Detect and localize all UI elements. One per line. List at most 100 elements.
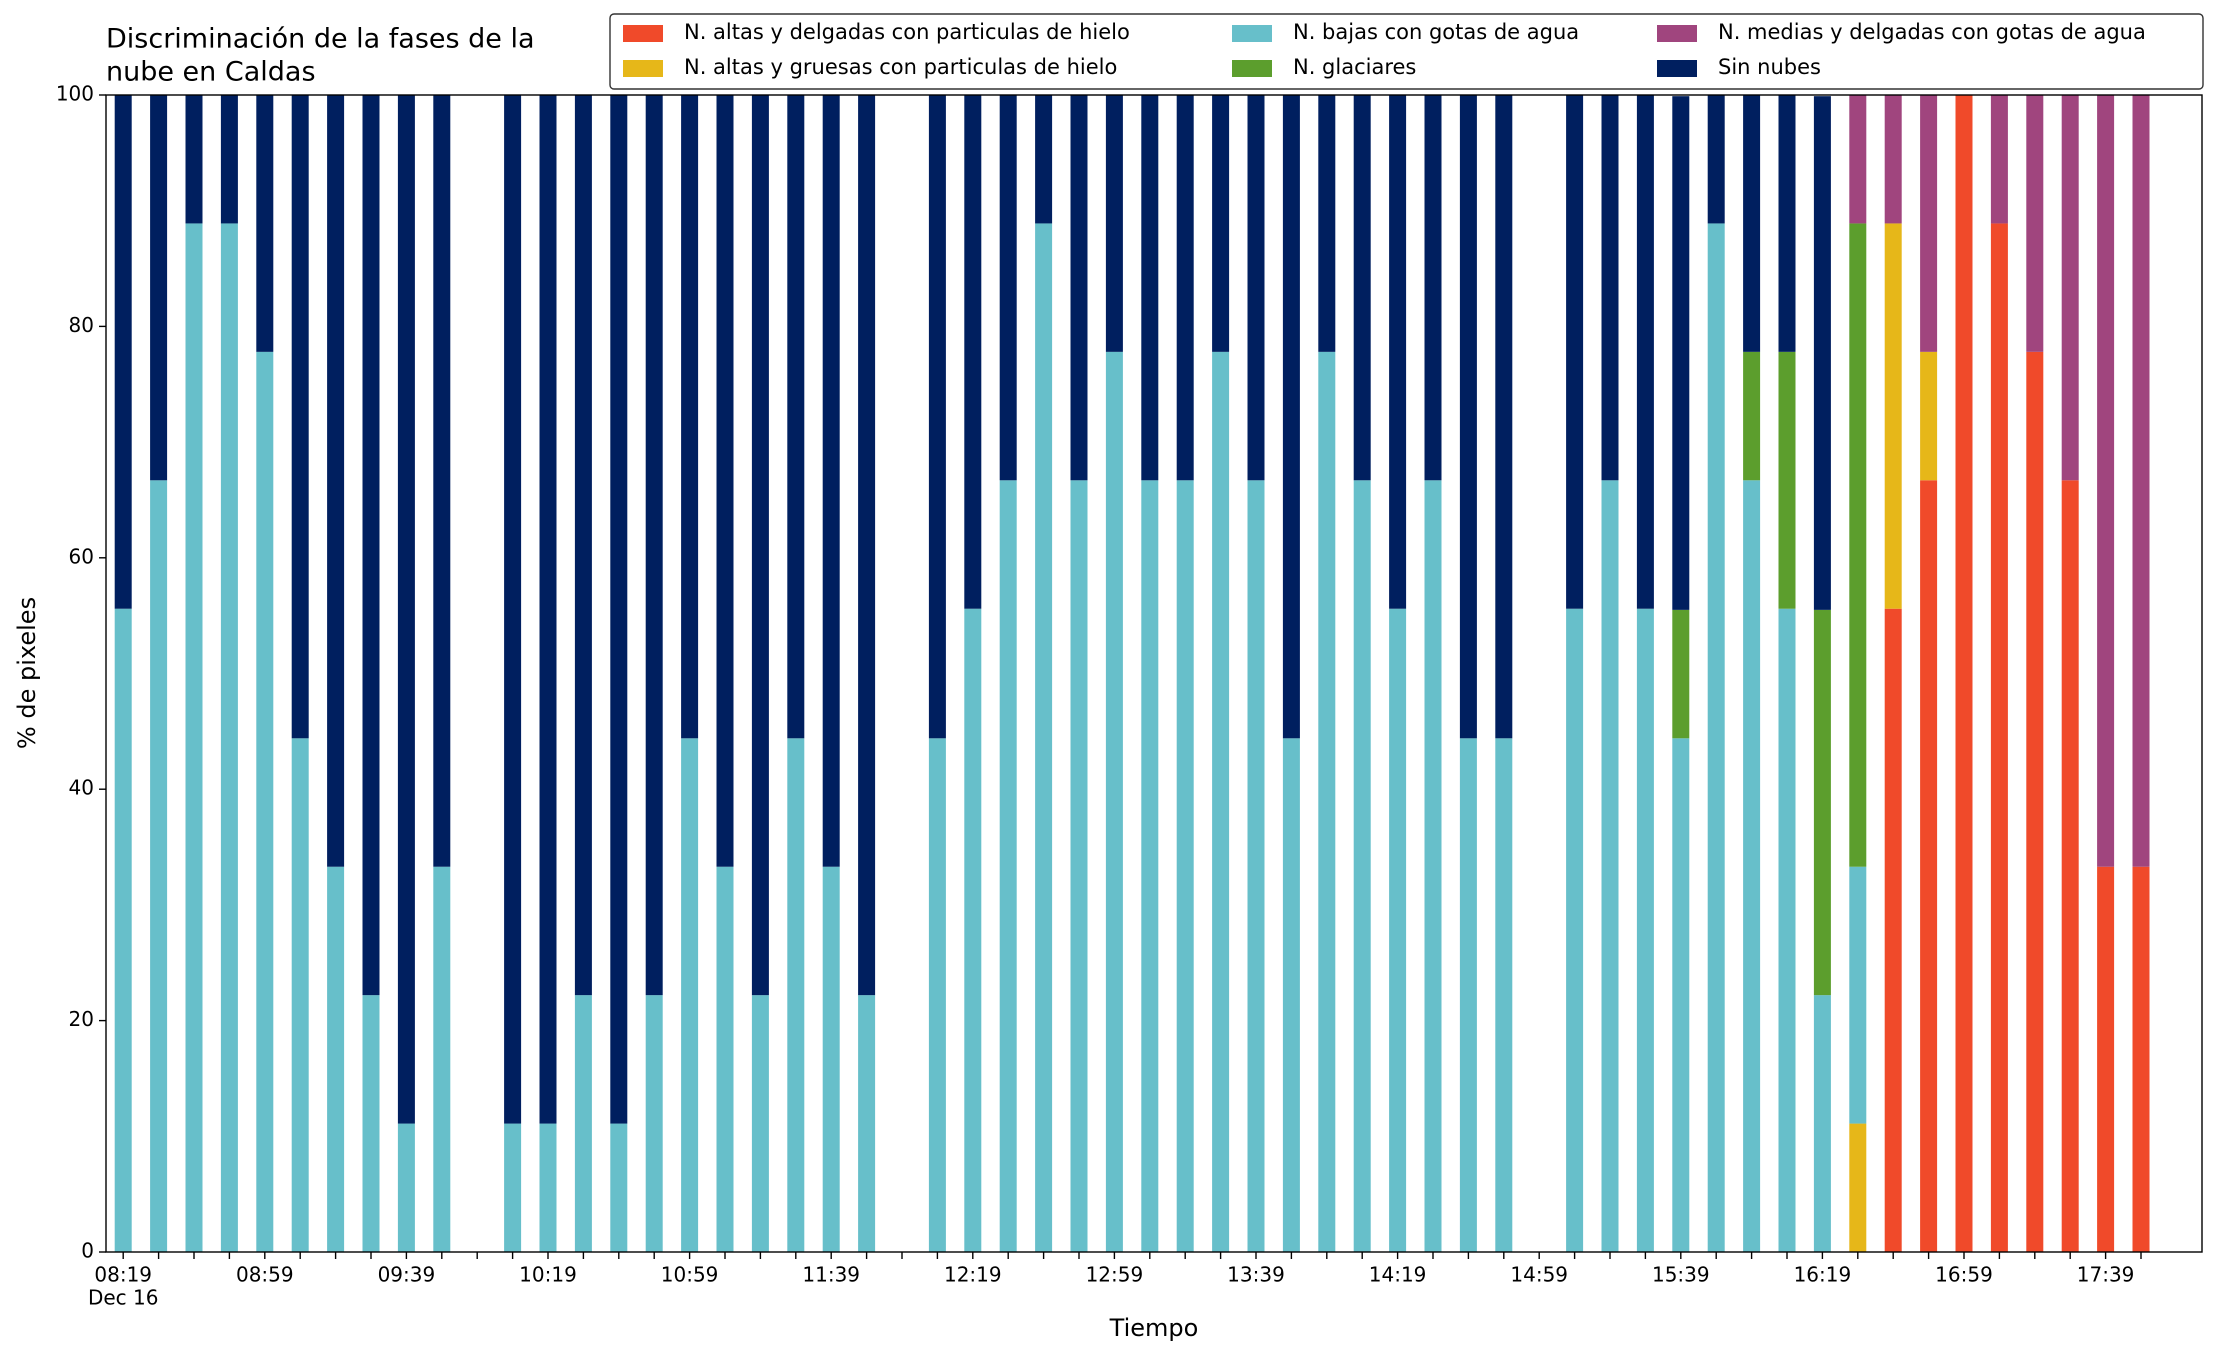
bar-segment (1212, 95, 1230, 352)
bar-segment (1070, 480, 1088, 1252)
bar-segment (2026, 351, 2044, 1252)
y-tick-label: 20 (69, 1007, 94, 1031)
bar-segment (1424, 480, 1442, 1252)
bar-segment (1672, 738, 1690, 1252)
bar-segment (1141, 95, 1159, 481)
legend-label: N. glaciares (1293, 55, 1416, 79)
bar-segment (574, 995, 592, 1252)
bar-segment (291, 738, 309, 1252)
bar-segment (1813, 96, 1831, 610)
bar-segment (1353, 95, 1371, 481)
bar-segment (327, 95, 345, 867)
bar-segment (751, 95, 769, 996)
bar-segment (1212, 351, 1230, 1252)
plot-frame (105, 94, 2203, 1253)
bar-segment (964, 95, 982, 609)
bar-segment (1141, 480, 1159, 1252)
chart-title: nube en Caldas (106, 57, 316, 88)
bar-segment (397, 95, 415, 1124)
y-tick-label: 0 (81, 1239, 94, 1263)
bar-segment (999, 480, 1017, 1252)
bar-segment (1778, 608, 1796, 1252)
x-axis-label: Tiempo (1109, 1314, 1199, 1342)
bar-segment (539, 1123, 557, 1252)
bar-segment (1707, 95, 1725, 224)
legend-swatch (623, 60, 663, 77)
bar-segment (610, 95, 628, 1124)
bar-segment (1459, 95, 1477, 739)
bar-segment (681, 95, 699, 739)
bar-segment (787, 738, 805, 1252)
bar-segment (681, 738, 699, 1252)
bar-segment (1955, 95, 1973, 1252)
x-date-label: Dec 16 (88, 1286, 159, 1310)
bar-segment (1566, 608, 1584, 1252)
y-tick-label: 40 (69, 776, 94, 800)
bar-segment (256, 95, 274, 352)
bar-segment (291, 95, 309, 739)
bar-segment (1849, 223, 1867, 867)
bar-segment (1884, 95, 1902, 224)
bar-segment (1990, 223, 2008, 1252)
bar-segment (504, 1123, 522, 1252)
bar-segment (1389, 608, 1407, 1252)
bar-segment (1282, 95, 1300, 739)
bar-segment (327, 866, 345, 1252)
bar-segment (1247, 480, 1265, 1252)
bar-segment (1601, 95, 1619, 481)
bar-segment (716, 95, 734, 867)
y-tick-label: 80 (69, 313, 94, 337)
bar-segment (220, 223, 238, 1252)
bar-segment (1743, 95, 1761, 352)
bar-segment (1672, 609, 1690, 739)
bar-segment (1495, 738, 1513, 1252)
bar-segment (1495, 95, 1513, 739)
bar-segment (1105, 351, 1123, 1252)
bar-segment (1707, 223, 1725, 1252)
bar-segment (2097, 866, 2115, 1252)
chart-title: Discriminación de la fases de la (106, 24, 535, 55)
bar-segment (645, 995, 663, 1252)
legend-swatch (1657, 60, 1697, 77)
legend-box (609, 13, 2204, 90)
bar-segment (2061, 95, 2079, 481)
x-tick-label: 11:39 (802, 1263, 860, 1287)
bar-segment (2097, 95, 2115, 867)
bar-segment (1849, 866, 1867, 1124)
bar-segment (822, 866, 840, 1252)
bar-segment (858, 995, 876, 1252)
bar-segment (1920, 480, 1938, 1252)
legend-swatch (623, 25, 663, 42)
x-tick-label: 08:59 (236, 1263, 294, 1287)
bar-segment (1672, 96, 1690, 610)
bar-segment (1743, 351, 1761, 481)
bar-segment (964, 608, 982, 1252)
x-tick-label: 15:39 (1652, 1263, 1710, 1287)
bar-segment (928, 95, 946, 739)
bar-segment (928, 738, 946, 1252)
bar-segment (539, 95, 557, 1124)
legend-label: N. bajas con gotas de agua (1293, 20, 1579, 44)
bar-segment (1778, 351, 1796, 609)
bar-segment (645, 95, 663, 996)
bar-segment (362, 995, 380, 1252)
bar-segment (504, 95, 522, 1124)
legend-label: N. altas y gruesas con particulas de hie… (684, 55, 1117, 79)
x-tick-label: 16:59 (1935, 1263, 1993, 1287)
bar-segment (150, 480, 168, 1252)
legend-label: Sin nubes (1718, 55, 1821, 79)
bar-segment (1884, 223, 1902, 609)
bar-segment (1884, 608, 1902, 1252)
legend-label: N. altas y delgadas con particulas de hi… (684, 20, 1130, 44)
bar-segment (1070, 95, 1088, 481)
legend-label: N. medias y delgadas con gotas de agua (1718, 20, 2146, 44)
bar-segment (397, 1123, 415, 1252)
x-tick-label: 17:39 (2077, 1263, 2135, 1287)
bar-segment (433, 95, 451, 867)
legend-swatch (1232, 25, 1272, 42)
bar-segment (1813, 609, 1831, 996)
bar-segment (574, 95, 592, 996)
bar-segment (150, 95, 168, 481)
bar-segment (185, 95, 203, 224)
